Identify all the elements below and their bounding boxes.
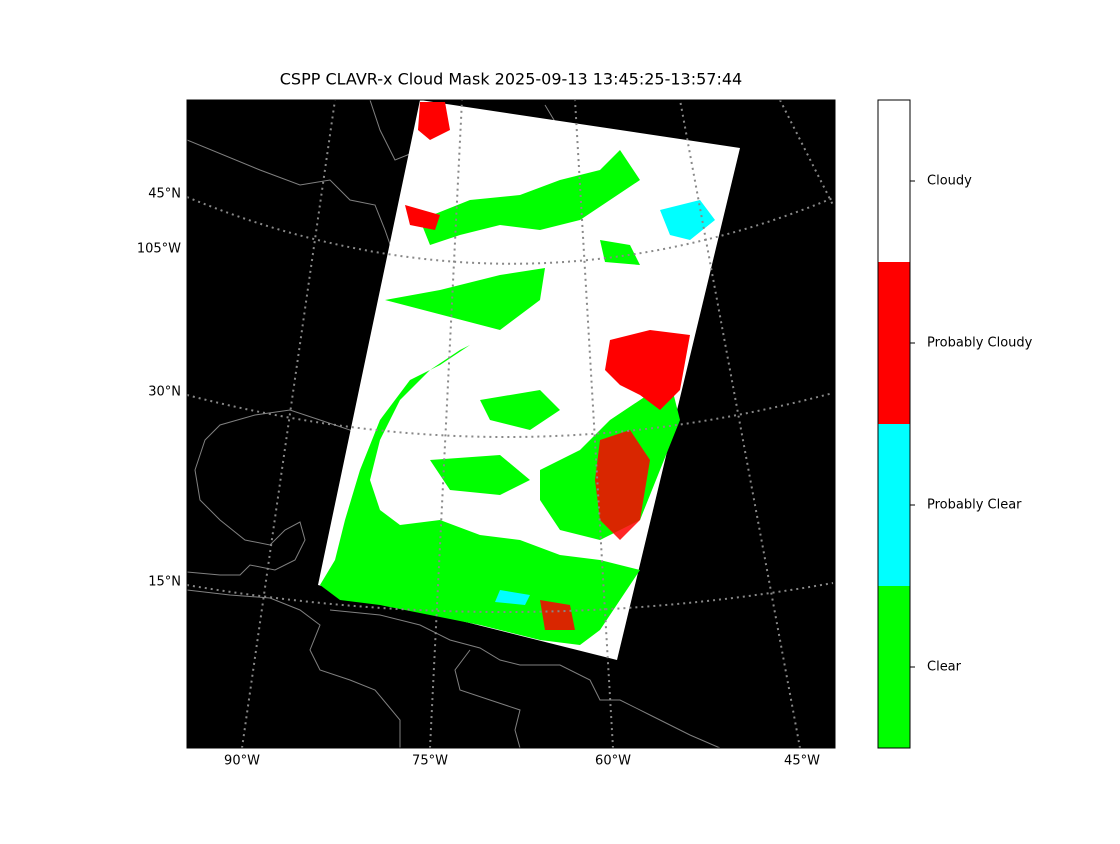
lat-label: 15°N (148, 575, 181, 590)
colorbar-segment (878, 262, 910, 424)
lat-label: 105°W (137, 242, 181, 257)
colorbar-segment (878, 424, 910, 586)
lon-label: 60°W (595, 754, 631, 769)
lon-label: 45°W (784, 754, 820, 769)
map: 45°N 105°W 30°N 15°N 90°W 75°W 60°W 45°W (137, 99, 836, 769)
colorbar-segment (878, 100, 910, 262)
lat-label: 30°N (148, 385, 181, 400)
map-title: CSPP CLAVR-x Cloud Mask 2025-09-13 13:45… (280, 70, 742, 89)
colorbar: Clear Probably Clear Probably Cloudy Cloudy (877, 99, 1033, 749)
colorbar-frame (877, 99, 911, 749)
graticule (187, 100, 834, 748)
lon-label: 90°W (224, 754, 260, 769)
lon-label: 75°W (412, 754, 448, 769)
lat-label: 45°N (148, 187, 181, 202)
swath (318, 100, 740, 660)
colorbar-label: Clear (927, 660, 962, 675)
colorbar-label: Probably Clear (927, 498, 1022, 513)
map-frame (186, 99, 836, 749)
colorbar-label: Cloudy (927, 174, 972, 189)
colorbar-label: Probably Cloudy (927, 336, 1033, 351)
colorbar-segment (878, 586, 910, 748)
